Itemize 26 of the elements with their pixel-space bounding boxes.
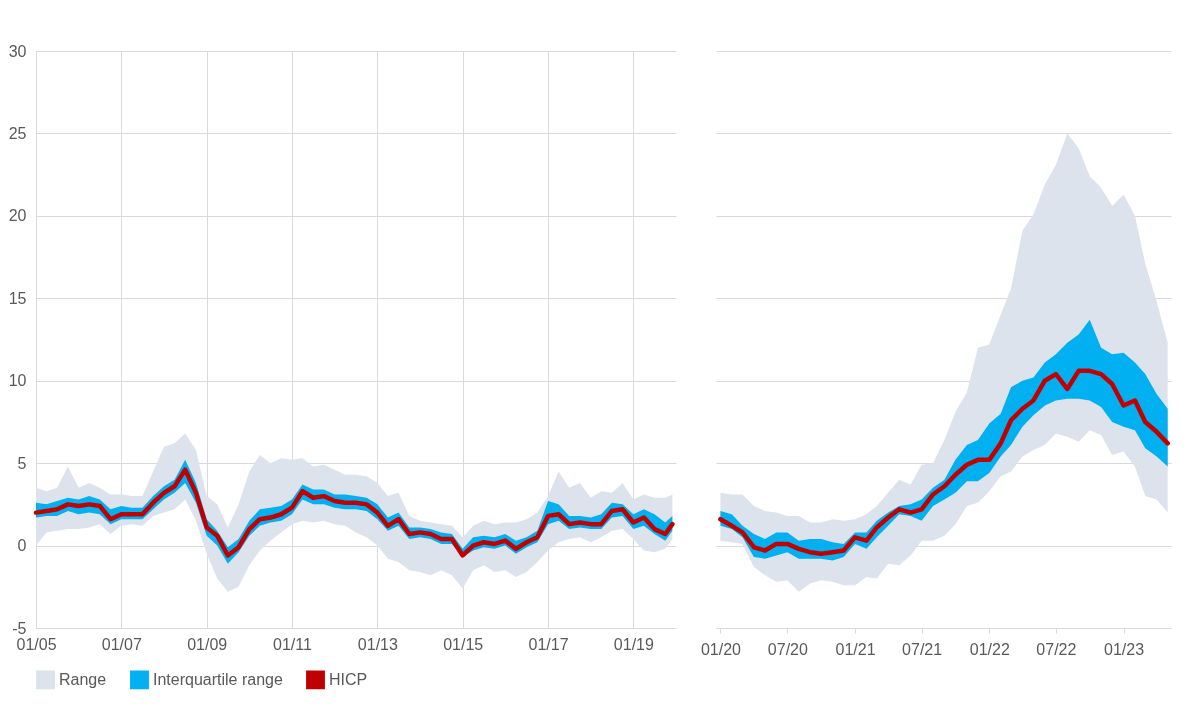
y-tick-label: 25 bbox=[8, 124, 27, 142]
x-tick-label: 07/20 bbox=[767, 640, 808, 658]
x-tick-label: 01/05 bbox=[16, 635, 57, 653]
x-tick-label: 01/21 bbox=[835, 640, 876, 658]
x-tick-label: 01/20 bbox=[700, 640, 742, 658]
x-tick-label: 07/22 bbox=[1036, 640, 1077, 658]
x-tick-label: 01/13 bbox=[357, 635, 398, 653]
legend-label: HICP bbox=[329, 670, 368, 688]
x-tick-label: 01/19 bbox=[613, 635, 654, 653]
y-tick-label: 20 bbox=[8, 207, 27, 225]
y-tick-label: 10 bbox=[8, 372, 27, 390]
x-tick-label: 01/09 bbox=[187, 635, 228, 653]
x-tick-label: 01/17 bbox=[528, 635, 569, 653]
x-tick-label: 01/23 bbox=[1104, 640, 1145, 658]
x-tick-label: 01/15 bbox=[443, 635, 484, 653]
x-tick-label: 07/21 bbox=[902, 640, 943, 658]
legend-label: Range bbox=[59, 670, 107, 688]
y-tick-label: 5 bbox=[17, 454, 27, 472]
y-tick-label: 0 bbox=[17, 537, 27, 555]
y-tick-label: 30 bbox=[8, 42, 27, 60]
y-tick-label: 15 bbox=[8, 289, 27, 307]
x-tick-label: 01/07 bbox=[101, 635, 142, 653]
x-tick-label: 01/11 bbox=[273, 635, 312, 653]
y-tick-label: -5 bbox=[12, 619, 27, 637]
legend-label: Interquartile range bbox=[153, 670, 283, 688]
x-tick-label: 01/22 bbox=[969, 640, 1010, 658]
